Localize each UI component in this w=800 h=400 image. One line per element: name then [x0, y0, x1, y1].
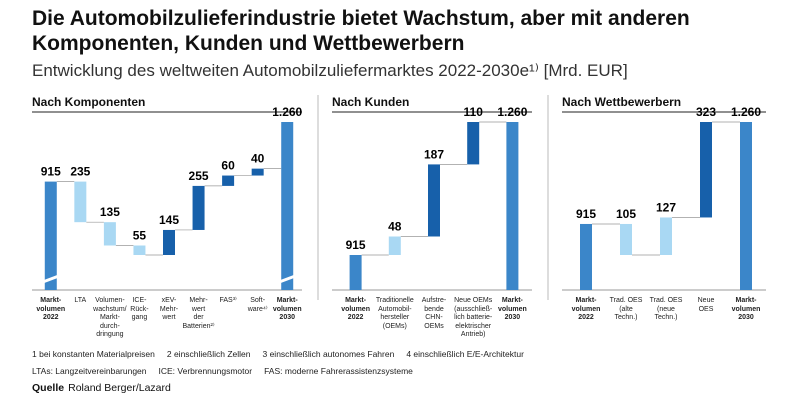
category-label: Soft- ware⁴⁾	[247, 297, 268, 313]
value-label: 110	[464, 105, 484, 119]
source-label: Quelle	[32, 382, 65, 394]
value-label: 915	[41, 165, 61, 179]
category-label: Aufstre- bende CHN- OEMs	[421, 297, 447, 330]
abbreviations: LTAs: Langzeitvereinbarungen ICE: Verbren…	[32, 366, 425, 376]
category-label: Trad. OES (neue Techn.)	[649, 297, 683, 321]
category-label: ICE- Rück- gang	[130, 297, 149, 321]
category-label: Traditionelle Automobil- hersteller (OEM…	[375, 297, 414, 330]
value-label: 323	[696, 105, 716, 119]
value-label: 60	[221, 159, 235, 173]
category-label: FAS³⁾	[219, 297, 237, 304]
category-label: LTA	[74, 297, 87, 304]
bar	[44, 181, 57, 290]
bar	[74, 181, 87, 223]
bar	[103, 222, 116, 246]
footnote: 2 einschließlich Zellen	[166, 349, 251, 359]
source: Quelle Roland Berger/Lazard	[32, 382, 171, 394]
value-label: 48	[388, 219, 402, 233]
bar	[740, 122, 752, 290]
value-label: 127	[656, 200, 676, 214]
bar	[428, 164, 440, 237]
value-label: 255	[189, 169, 209, 183]
value-label: 235	[70, 165, 90, 179]
bar	[580, 223, 592, 290]
abbreviation: ICE: Verbrennungsmotor	[158, 366, 253, 376]
abbreviation: FAS: moderne Fahrerassistenzsysteme	[264, 366, 413, 376]
axis-break	[278, 274, 296, 284]
title: Die Automobilzulieferindustrie bietet Wa…	[32, 7, 690, 55]
source-text: Roland Berger/Lazard	[68, 382, 171, 394]
category-label: Trad. OES (alte Techn.)	[609, 297, 643, 321]
value-label: 187	[424, 147, 444, 161]
category-label: Neue OEMs (ausschließ- lich batterie- el…	[454, 297, 493, 338]
bar	[467, 122, 480, 165]
value-label: 1.260	[497, 105, 527, 119]
bar	[192, 185, 205, 230]
footnote: 4 einschließlich E/E-Architektur	[406, 349, 524, 359]
category-label: Markt- volumen 2022	[36, 297, 66, 321]
panel-title: Nach Komponenten	[32, 95, 146, 109]
subtitle: Entwicklung des weltweiten Automobilzuli…	[32, 61, 628, 80]
axis-break	[42, 274, 60, 284]
abbreviation: LTAs: Langzeitvereinbarungen	[32, 366, 147, 376]
value-label: 1.260	[272, 105, 302, 119]
value-label: 1.260	[731, 105, 761, 119]
category-label: Markt- volumen 2030	[731, 297, 761, 321]
value-label: 105	[616, 207, 636, 221]
bar	[506, 122, 519, 290]
footnote: 1 bei konstanten Materialpreisen	[32, 349, 155, 359]
category-label: Volumen- wachstum/ Markt- durch- dringun…	[93, 297, 127, 338]
value-label: 145	[159, 213, 179, 227]
footnotes: 1 bei konstanten Materialpreisen 2 einsch…	[32, 349, 536, 359]
panel-title: Nach Wettbewerbern	[562, 95, 682, 109]
value-label: 915	[576, 207, 596, 221]
bar	[281, 122, 294, 290]
footnote: 3 einschließlich autonomes Fahren	[262, 349, 395, 359]
bar	[349, 255, 362, 290]
value-label: 915	[346, 238, 366, 252]
bar	[133, 245, 146, 255]
category-label: Mehr- wert der Batterien²⁾	[182, 297, 215, 330]
bar	[620, 223, 632, 255]
bar	[163, 229, 175, 255]
category-label: xEV- Mehr- wert	[159, 297, 179, 321]
category-label: Markt- volumen 2022	[571, 297, 601, 321]
bar	[660, 217, 672, 255]
panel-title: Nach Kunden	[332, 95, 410, 109]
category-label: Markt- volumen 2022	[341, 297, 370, 321]
bar	[251, 168, 264, 176]
category-label: Neue OES	[697, 297, 715, 313]
bar	[222, 175, 235, 186]
value-label: 135	[100, 205, 120, 219]
category-label: Markt- volumen 2030	[272, 297, 302, 321]
value-label: 55	[133, 229, 147, 243]
bar	[388, 236, 401, 255]
category-label: Markt- volumen 2030	[497, 297, 527, 321]
bar	[700, 122, 712, 218]
value-label: 40	[251, 152, 265, 166]
